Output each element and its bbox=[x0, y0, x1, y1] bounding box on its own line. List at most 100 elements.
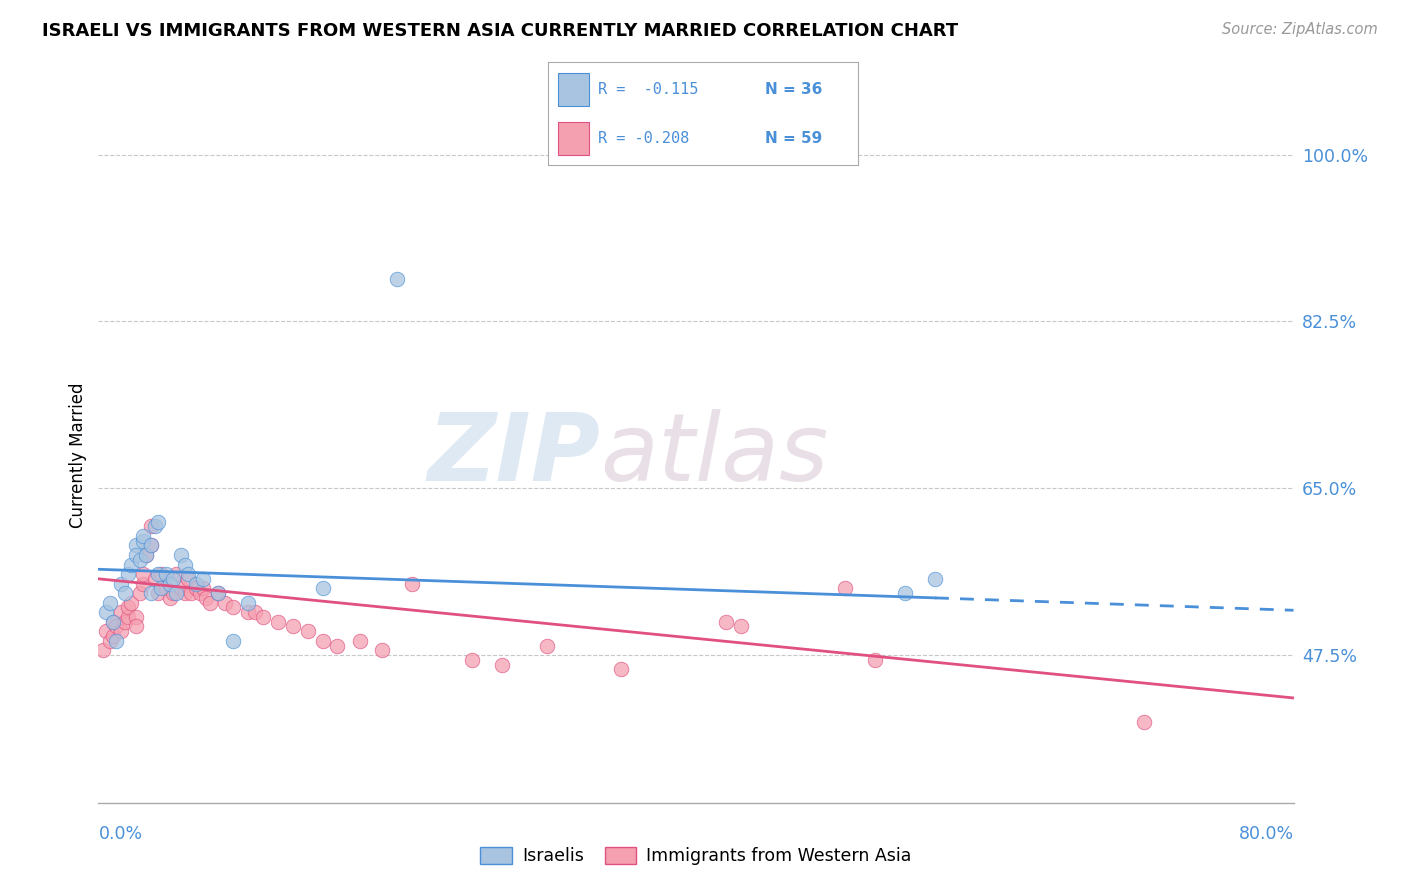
Point bbox=[326, 639, 349, 653]
Point bbox=[184, 576, 207, 591]
Point bbox=[894, 586, 917, 600]
Point bbox=[139, 539, 162, 553]
Point bbox=[188, 586, 211, 600]
Text: atlas: atlas bbox=[600, 409, 828, 500]
Point bbox=[129, 553, 152, 567]
Point bbox=[834, 582, 856, 596]
Point bbox=[281, 619, 304, 633]
Point bbox=[110, 624, 132, 639]
Point bbox=[169, 548, 191, 562]
Point bbox=[245, 605, 267, 619]
Point bbox=[148, 586, 170, 600]
Point bbox=[159, 576, 181, 591]
Point bbox=[114, 615, 136, 629]
Point bbox=[139, 519, 162, 533]
Point bbox=[267, 615, 290, 629]
Point bbox=[236, 605, 259, 619]
Point bbox=[105, 633, 128, 648]
Point bbox=[165, 567, 187, 582]
Text: 0.0%: 0.0% bbox=[98, 825, 142, 843]
Bar bbox=[558, 73, 589, 105]
Point bbox=[385, 271, 409, 285]
Point bbox=[865, 653, 887, 667]
Point bbox=[191, 572, 214, 586]
Point bbox=[297, 624, 319, 639]
Point bbox=[207, 586, 229, 600]
Point bbox=[222, 600, 245, 615]
Point bbox=[155, 582, 177, 596]
Bar bbox=[558, 122, 589, 155]
Point bbox=[129, 586, 152, 600]
Point bbox=[150, 567, 173, 582]
Point bbox=[120, 596, 142, 610]
Point bbox=[184, 582, 207, 596]
Point bbox=[162, 572, 184, 586]
Point bbox=[200, 596, 222, 610]
Text: R =  -0.115: R = -0.115 bbox=[598, 81, 699, 96]
Text: R = -0.208: R = -0.208 bbox=[598, 131, 689, 146]
Point bbox=[135, 548, 157, 562]
Text: N = 36: N = 36 bbox=[765, 81, 823, 96]
Point bbox=[165, 586, 187, 600]
Point bbox=[94, 605, 117, 619]
Point bbox=[311, 582, 333, 596]
Point bbox=[143, 572, 166, 586]
Point bbox=[148, 515, 170, 529]
Point bbox=[371, 643, 394, 657]
Point bbox=[1133, 714, 1156, 729]
Point bbox=[150, 582, 173, 596]
Point bbox=[159, 591, 181, 605]
Point bbox=[125, 539, 148, 553]
Point bbox=[117, 567, 139, 582]
Point bbox=[311, 633, 333, 648]
Point bbox=[162, 586, 184, 600]
Point bbox=[155, 567, 177, 582]
Point bbox=[143, 519, 166, 533]
Point bbox=[98, 596, 122, 610]
Point bbox=[349, 633, 371, 648]
Point bbox=[110, 605, 132, 619]
Point bbox=[148, 567, 170, 582]
Point bbox=[214, 596, 236, 610]
Point bbox=[177, 572, 200, 586]
Y-axis label: Currently Married: Currently Married bbox=[69, 382, 87, 528]
Text: Source: ZipAtlas.com: Source: ZipAtlas.com bbox=[1222, 22, 1378, 37]
Point bbox=[191, 582, 214, 596]
Point bbox=[132, 533, 155, 548]
Point bbox=[169, 582, 191, 596]
Point bbox=[139, 539, 162, 553]
Legend: Israelis, Immigrants from Western Asia: Israelis, Immigrants from Western Asia bbox=[471, 838, 921, 874]
Text: ISRAELI VS IMMIGRANTS FROM WESTERN ASIA CURRENTLY MARRIED CORRELATION CHART: ISRAELI VS IMMIGRANTS FROM WESTERN ASIA … bbox=[42, 22, 959, 40]
Point bbox=[252, 610, 274, 624]
Point bbox=[103, 615, 125, 629]
Point bbox=[125, 619, 148, 633]
Point bbox=[180, 586, 202, 600]
Point bbox=[536, 639, 558, 653]
Point bbox=[135, 548, 157, 562]
Point bbox=[91, 643, 114, 657]
Point bbox=[139, 586, 162, 600]
Point bbox=[105, 619, 128, 633]
Point bbox=[103, 615, 125, 629]
Point bbox=[730, 619, 752, 633]
Point bbox=[194, 591, 218, 605]
Point bbox=[924, 572, 946, 586]
Point bbox=[114, 586, 136, 600]
Point bbox=[132, 529, 155, 543]
Point bbox=[491, 657, 513, 672]
Point bbox=[236, 596, 259, 610]
Text: N = 59: N = 59 bbox=[765, 131, 823, 146]
Point bbox=[94, 624, 117, 639]
Point bbox=[174, 586, 197, 600]
Point bbox=[610, 662, 633, 676]
Point bbox=[110, 576, 132, 591]
Point bbox=[117, 600, 139, 615]
Point bbox=[103, 629, 125, 643]
Point bbox=[132, 567, 155, 582]
Point bbox=[117, 610, 139, 624]
Point bbox=[120, 558, 142, 572]
Point bbox=[177, 567, 200, 582]
Point bbox=[461, 653, 484, 667]
Point bbox=[174, 558, 197, 572]
Point bbox=[207, 586, 229, 600]
